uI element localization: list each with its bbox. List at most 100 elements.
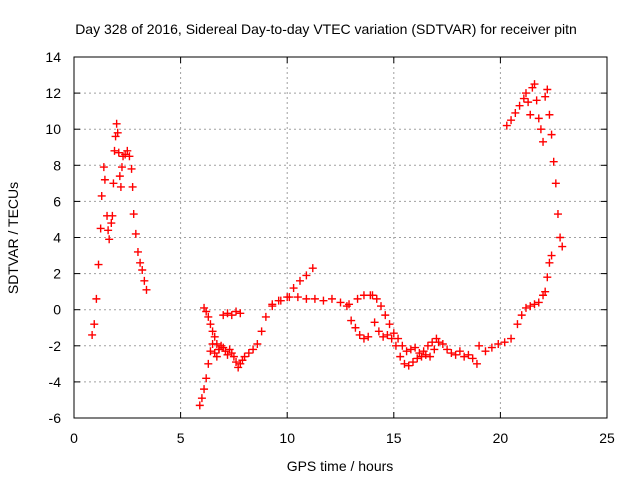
- data-point: [223, 309, 232, 318]
- data-point: [227, 311, 236, 320]
- y-tick-label: 0: [53, 302, 61, 318]
- y-tick-label: 10: [45, 121, 61, 137]
- data-point: [372, 294, 381, 303]
- data-point: [289, 284, 298, 293]
- data-point: [107, 219, 116, 228]
- x-tick-label: 5: [177, 430, 185, 446]
- data-point: [515, 101, 524, 110]
- data-point: [400, 359, 409, 368]
- data-point: [88, 330, 97, 339]
- data-point: [99, 163, 108, 172]
- series-4: [342, 291, 441, 358]
- data-point: [295, 276, 304, 285]
- data-point: [244, 349, 253, 358]
- data-point: [268, 300, 277, 309]
- data-point: [293, 293, 302, 302]
- x-tick-label: 15: [386, 430, 402, 446]
- data-point: [108, 211, 117, 220]
- chart-title: Day 328 of 2016, Sidereal Day-to-day VTE…: [75, 21, 577, 37]
- data-point: [547, 251, 556, 260]
- data-point: [430, 345, 439, 354]
- data-point: [202, 307, 211, 316]
- data-point: [208, 327, 217, 336]
- data-point: [112, 119, 121, 128]
- data-point: [455, 347, 464, 356]
- data-point: [97, 191, 106, 200]
- data-point: [558, 242, 567, 251]
- data-point: [530, 300, 539, 309]
- x-tick-label: 25: [599, 430, 615, 446]
- data-point: [396, 352, 405, 361]
- data-point: [543, 273, 552, 282]
- data-point: [389, 329, 398, 338]
- data-point: [232, 358, 241, 367]
- data-point: [428, 338, 437, 347]
- data-point: [556, 233, 565, 242]
- x-tick-label: 10: [279, 430, 295, 446]
- data-point: [195, 401, 204, 410]
- y-tick-label: -4: [49, 374, 62, 390]
- data-point: [411, 343, 420, 352]
- data-point: [110, 146, 119, 155]
- data-point: [415, 349, 424, 358]
- data-point: [223, 350, 232, 359]
- data-point: [549, 157, 558, 166]
- data-point: [138, 265, 147, 274]
- data-point: [487, 343, 496, 352]
- data-point: [336, 298, 345, 307]
- data-point: [475, 341, 484, 350]
- data-point: [541, 92, 550, 101]
- data-point: [494, 339, 503, 348]
- data-point: [545, 110, 554, 119]
- data-point: [419, 347, 428, 356]
- y-tick-label: 14: [45, 49, 61, 65]
- data-point: [127, 164, 136, 173]
- data-point: [355, 330, 364, 339]
- data-point: [114, 148, 123, 157]
- data-point: [276, 296, 285, 305]
- data-point: [140, 276, 149, 285]
- data-point: [521, 89, 530, 98]
- data-point: [513, 320, 522, 329]
- data-point: [302, 271, 311, 280]
- series-6: [502, 80, 567, 251]
- data-point: [212, 352, 221, 361]
- data-point: [327, 294, 336, 303]
- x-tick-label: 0: [70, 430, 78, 446]
- y-tick-label: 6: [53, 193, 61, 209]
- data-point: [200, 385, 209, 394]
- data-point: [526, 302, 535, 311]
- series-2: [200, 303, 245, 354]
- data-point: [105, 235, 114, 244]
- data-point: [383, 330, 392, 339]
- data-point: [464, 350, 473, 359]
- data-points: [88, 80, 567, 410]
- data-point: [402, 347, 411, 356]
- data-point: [92, 294, 101, 303]
- data-point: [90, 320, 99, 329]
- data-point: [551, 179, 560, 188]
- data-point: [539, 137, 548, 146]
- data-point: [553, 210, 562, 219]
- data-point: [507, 334, 516, 343]
- data-point: [359, 334, 368, 343]
- data-point: [117, 163, 126, 172]
- data-point: [406, 345, 415, 354]
- data-point: [351, 323, 360, 332]
- data-point: [404, 361, 413, 370]
- data-point: [232, 307, 241, 316]
- data-point: [236, 309, 245, 318]
- data-point: [432, 334, 441, 343]
- data-point: [197, 394, 206, 403]
- data-point: [133, 247, 142, 256]
- data-point: [451, 350, 460, 359]
- data-point: [408, 358, 417, 367]
- data-point: [261, 312, 270, 321]
- data-point: [377, 302, 386, 311]
- data-point: [347, 316, 356, 325]
- data-point: [370, 318, 379, 327]
- data-point: [310, 294, 319, 303]
- data-point: [115, 172, 124, 181]
- data-point: [342, 302, 351, 311]
- data-point: [502, 121, 511, 130]
